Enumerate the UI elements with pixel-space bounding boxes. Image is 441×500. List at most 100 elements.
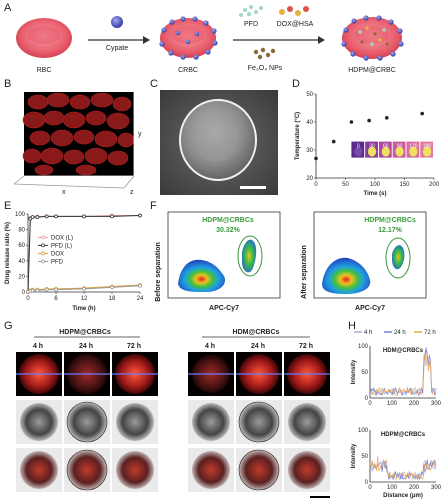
x-axis-label: Time (s) bbox=[364, 191, 387, 197]
before-separation-label: Before separation bbox=[155, 242, 162, 302]
panel-label-d: D bbox=[292, 78, 300, 90]
timepoint-label: 24 h bbox=[251, 343, 265, 350]
thermal-inset-frame bbox=[420, 141, 433, 158]
y-axis-label: Intensity bbox=[351, 443, 357, 468]
panel-f-flow-cytometry: Before separation HDPM@CRBCs 30.32% APC-… bbox=[155, 211, 427, 312]
panel-e-chart: 0 20 40 60 80 100 0 6 12 18 24 Time (h) Drug release… bbox=[5, 212, 144, 312]
timepoint-label: 24 h bbox=[79, 343, 93, 350]
thermal-inset-frame bbox=[378, 141, 392, 158]
data-point bbox=[331, 139, 336, 144]
data-point bbox=[138, 213, 142, 218]
panel-h-charts: 4 h 24 h 72 h HDM@CRBCs 0 50 100 0 100 200 300 Inte… bbox=[351, 330, 441, 499]
data-point bbox=[54, 214, 58, 219]
y-tick-label: 30 bbox=[306, 148, 313, 154]
pfd-particles-icon bbox=[239, 5, 263, 17]
thermal-inset-frame bbox=[351, 141, 365, 158]
legend-label: 4 h bbox=[364, 330, 372, 336]
x-tick-label: 100 bbox=[387, 485, 398, 491]
y-tick-label: 100 bbox=[358, 428, 369, 434]
flow-gate-ellipse bbox=[237, 235, 263, 277]
x-tick-label: 18 bbox=[109, 296, 116, 302]
x-axis-label: Time (h) bbox=[72, 306, 95, 312]
panel-label-g: G bbox=[4, 320, 13, 332]
x-tick-label: 100 bbox=[387, 401, 398, 407]
panel-label-h: H bbox=[348, 320, 356, 332]
x-tick-label: 300 bbox=[431, 485, 441, 491]
rbc-cell bbox=[16, 18, 72, 58]
crbc-cell bbox=[159, 16, 218, 60]
hdpm-crbc-cell bbox=[341, 15, 404, 61]
data-point bbox=[367, 118, 371, 123]
x-tick-label: 150 bbox=[399, 182, 410, 188]
y-tick-label: 20 bbox=[18, 274, 25, 280]
y-tick-label: 40 bbox=[306, 120, 313, 126]
x-tick-label: 0 bbox=[314, 182, 318, 188]
thermal-inset-label: 0 bbox=[357, 144, 360, 150]
x-tick-label: 0 bbox=[368, 401, 372, 407]
brightfield-row bbox=[16, 400, 330, 444]
legend-label: 72 h bbox=[424, 330, 436, 336]
timepoint-label: 4 h bbox=[33, 343, 43, 350]
legend-label: DOX bbox=[51, 251, 64, 257]
x-tick-label: 50 bbox=[342, 182, 349, 188]
thermal-inset-frame bbox=[392, 141, 406, 158]
legend-label: PFD (L) bbox=[51, 243, 72, 249]
after-separation-label: After separation bbox=[301, 245, 308, 299]
timepoint-label: 72 h bbox=[299, 343, 313, 350]
legend-marker bbox=[41, 251, 45, 256]
data-point bbox=[138, 283, 142, 288]
thermal-inset-frame bbox=[365, 141, 378, 158]
data-point bbox=[110, 285, 114, 290]
timepoint-label: 4 h bbox=[205, 343, 215, 350]
x-tick-label: 200 bbox=[409, 485, 420, 491]
legend-marker bbox=[41, 235, 45, 240]
data-point bbox=[30, 215, 35, 220]
gate-percent: 12.17% bbox=[378, 227, 403, 234]
profile-line bbox=[369, 351, 437, 396]
y-tick-label: 80 bbox=[18, 228, 25, 234]
panel-b-confocal-3d: x y z bbox=[13, 92, 142, 196]
scale-bar bbox=[310, 496, 330, 498]
flow-gate-ellipse bbox=[385, 237, 411, 279]
legend-label: DOX (L) bbox=[51, 235, 73, 241]
data-point bbox=[82, 214, 86, 219]
dox-hsa-particles-icon bbox=[279, 6, 309, 16]
x-tick-label: 200 bbox=[429, 182, 440, 188]
y-axis-label: Intensity bbox=[351, 359, 357, 384]
gate-label: HDPM@CRBCs bbox=[364, 217, 416, 224]
group-label-hdm: HDM@CRBCs bbox=[233, 329, 280, 336]
panel-d-chart: 20 30 40 50 0 50 100 150 200 Time (s) Temperature … bbox=[295, 92, 440, 197]
fluorescence-row bbox=[16, 352, 330, 396]
thermal-inset-frame bbox=[406, 141, 420, 158]
legend-label: 24 h bbox=[394, 330, 406, 336]
x-tick-label: 24 bbox=[137, 296, 144, 302]
x-tick-label: 0 bbox=[26, 296, 30, 302]
panel-label-b: B bbox=[4, 78, 12, 90]
x-tick-label: 200 bbox=[409, 401, 420, 407]
data-point bbox=[82, 286, 86, 291]
crbc-label: CRBC bbox=[178, 67, 198, 74]
y-tick-label: 60 bbox=[18, 243, 25, 249]
profile-line bbox=[369, 459, 437, 481]
axis-label-x: x bbox=[62, 189, 66, 196]
panel-a-schematic: RBC Cypate CRBC PFD DOX@HSA Fe₃O₄ NPs bbox=[16, 5, 404, 74]
scale-bar bbox=[240, 186, 266, 189]
flow-population-main bbox=[178, 259, 226, 292]
flow-population-gate bbox=[242, 239, 257, 273]
gate-label: HDPM@CRBCs bbox=[202, 217, 254, 224]
data-point bbox=[314, 156, 318, 161]
timepoint-label: 72 h bbox=[127, 343, 141, 350]
legend-label: PFD bbox=[51, 259, 64, 265]
y-tick-label: 40 bbox=[18, 259, 25, 265]
profile-line bbox=[369, 347, 437, 397]
data-point bbox=[35, 215, 40, 220]
data-point bbox=[420, 111, 424, 116]
legend-marker bbox=[41, 259, 45, 264]
y-tick-label: 0 bbox=[365, 396, 369, 402]
hdpm-crbc-label: HDPM@CRBC bbox=[348, 67, 396, 74]
data-point bbox=[349, 120, 354, 124]
thermal-inset-label: 60 bbox=[383, 144, 389, 150]
profile-line bbox=[369, 456, 437, 480]
y-tick-label: 100 bbox=[15, 212, 26, 218]
data-point bbox=[44, 287, 49, 292]
